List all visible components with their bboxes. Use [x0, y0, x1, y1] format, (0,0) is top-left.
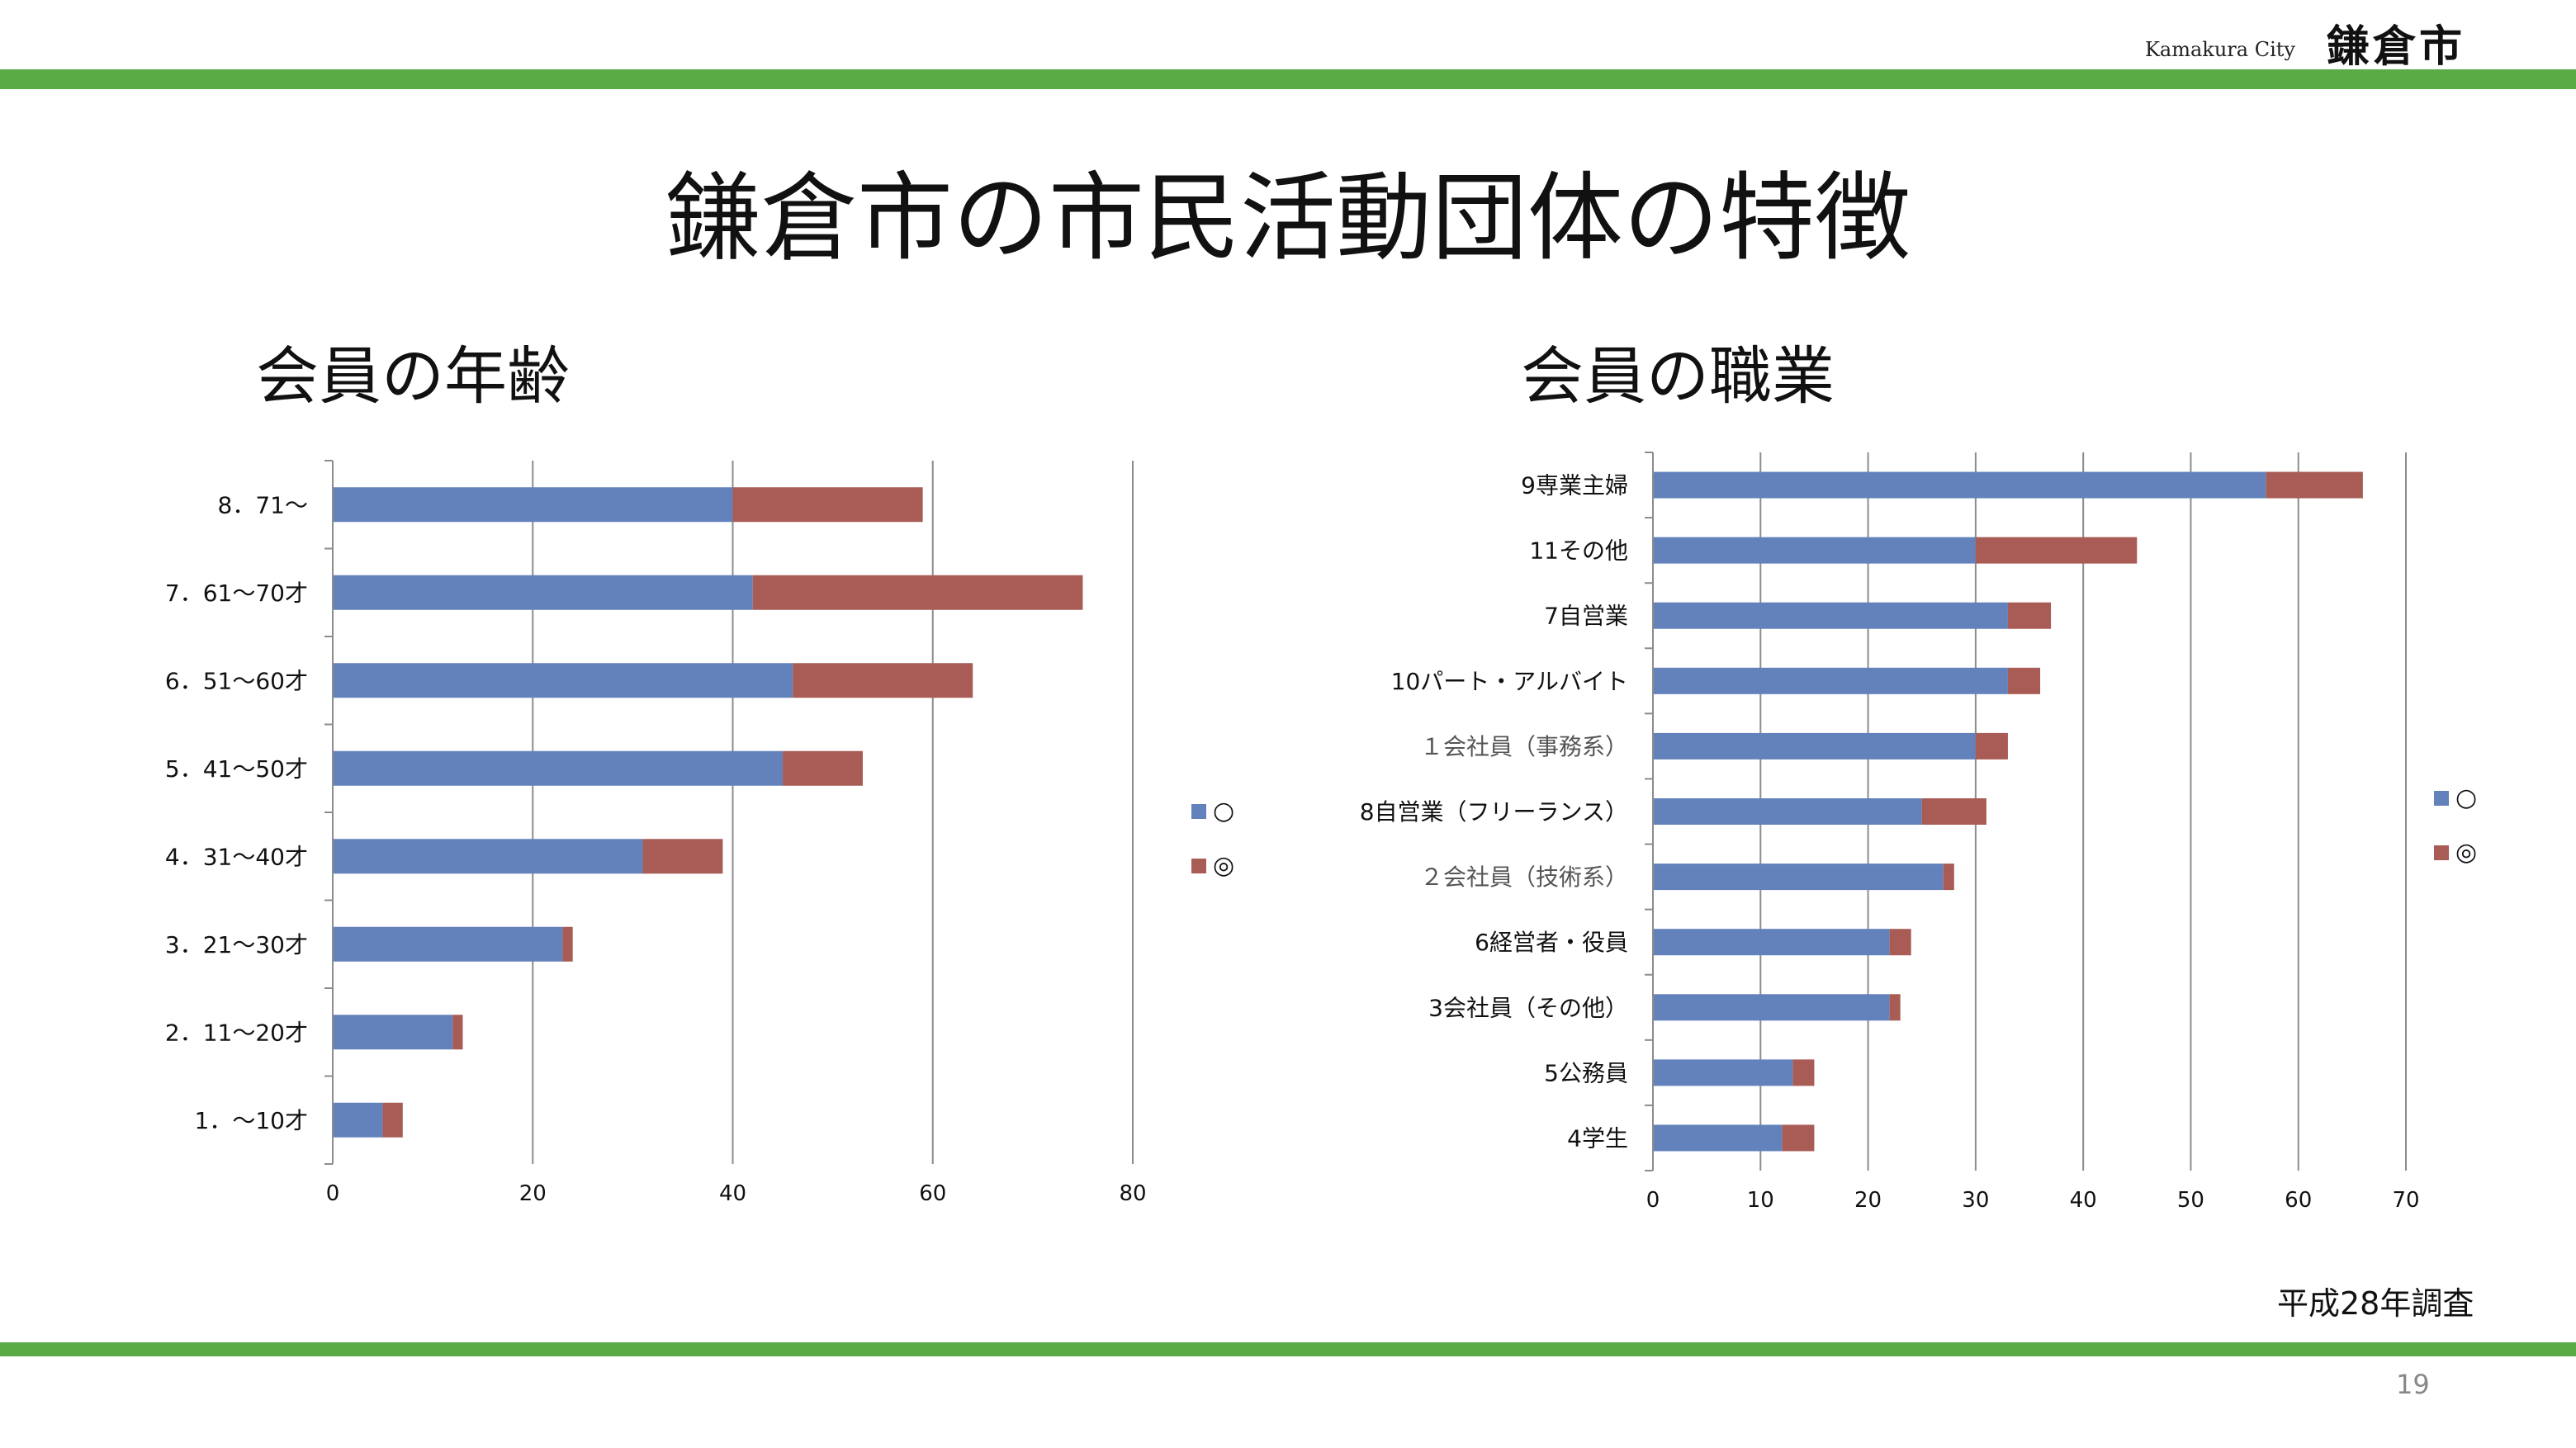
occupation-bar-circle: [1653, 537, 1976, 564]
age-category-label: 3．21～30才: [165, 931, 308, 958]
occupation-category-label: 3会社員（その他）: [1428, 994, 1628, 1021]
occupation-bar-circle: [1653, 602, 2008, 629]
occupation-bar-circle: [1653, 732, 1976, 759]
age-x-tick-label: 40: [719, 1181, 746, 1206]
occupation-bar-double: [1921, 798, 1986, 825]
age-bar-double: [382, 1102, 403, 1138]
occupation-bar-double: [2007, 667, 2041, 694]
top-green-band: [0, 69, 2576, 89]
age-x-tick-label: 60: [919, 1181, 946, 1206]
occupation-x-tick-label: 20: [1854, 1188, 1882, 1213]
occupation-x-tick-label: 50: [2177, 1188, 2204, 1213]
occupation-bar-circle: [1653, 1059, 1793, 1086]
page-number: 19: [2396, 1369, 2430, 1400]
age-bar-circle: [333, 750, 784, 786]
age-bar-circle: [333, 1015, 453, 1050]
age-category-label: 4．31～40才: [165, 843, 308, 870]
occupation-category-label: 8自営業（フリーランス）: [1360, 798, 1628, 826]
age-bar-circle: [333, 1102, 383, 1138]
occupation-chart: 0 10 20 30 40 50 60 70 9専業主婦 11その他 7自営業 10パート・アルバイト…: [1360, 452, 2477, 1213]
occupation-x-tick-label: 10: [1747, 1188, 1774, 1213]
occupation-bar-circle: [1653, 864, 1944, 891]
age-bar-circle: [333, 663, 793, 698]
occupation-bar-circle: [1653, 929, 1890, 956]
page-title: 鎌倉市の市民活動団体の特徴: [665, 163, 1911, 274]
occupation-bar-double: [1889, 994, 1901, 1021]
age-bar-double: [783, 750, 863, 786]
occupation-legend-swatch: [2434, 845, 2449, 860]
occupation-bar-double: [1782, 1124, 1815, 1152]
age-x-tick-label: 0: [326, 1181, 340, 1206]
age-bar-double: [562, 926, 573, 962]
age-legend-swatch: [1191, 804, 1206, 819]
age-category-label: 8．71～: [218, 491, 308, 518]
chart-title-occupation: 会員の職業: [1521, 339, 1835, 413]
age-chart: 0 20 40 60 80 8．71～ 7．61～70才 6．51～60才 5．41～50才 4．…: [165, 460, 1234, 1206]
occupation-category-label: 7自営業: [1544, 603, 1628, 630]
occupation-category-label: 10パート・アルバイト: [1391, 668, 1628, 695]
age-bar-circle: [333, 575, 753, 610]
age-category-label: 6．51～60才: [165, 667, 308, 694]
age-category-label: 5．41～50才: [165, 755, 308, 783]
occupation-bar-circle: [1653, 667, 2008, 694]
occupation-bar-double: [1975, 537, 2138, 564]
age-bar-circle: [333, 487, 733, 523]
occupation-category-label: 6経営者・役員: [1475, 929, 1628, 956]
occupation-bar-circle: [1653, 1124, 1783, 1152]
occupation-bar-double: [2266, 471, 2363, 499]
logo-city-name-en: Kamakura City: [2145, 38, 2295, 61]
occupation-x-tick-label: 40: [2070, 1188, 2097, 1213]
age-category-label: 7．61～70才: [165, 580, 308, 607]
occupation-category-label: 11その他: [1529, 537, 1628, 565]
occupation-legend-swatch: [2434, 791, 2449, 806]
age-x-tick-label: 20: [519, 1181, 547, 1206]
survey-note: 平成28年調査: [2277, 1285, 2474, 1322]
occupation-category-label: １会社員（事務系）: [1420, 733, 1628, 760]
age-legend-label: ◎: [1213, 851, 1234, 880]
age-bar-double: [642, 839, 723, 874]
bottom-green-band: [0, 1342, 2576, 1356]
age-bar-circle: [333, 839, 643, 874]
occupation-x-tick-label: 60: [2285, 1188, 2312, 1213]
age-bar-double: [732, 487, 923, 523]
chart-title-age: 会員の年齢: [256, 339, 570, 413]
occupation-legend-label: ○: [2455, 783, 2477, 812]
age-legend-label: ○: [1213, 797, 1234, 826]
occupation-bar-double: [1943, 864, 1954, 891]
occupation-bar-circle: [1653, 471, 2266, 499]
occupation-bar-circle: [1653, 994, 1890, 1021]
age-bar-double: [752, 575, 1083, 610]
occupation-x-tick-label: 0: [1646, 1188, 1660, 1213]
occupation-bar-circle: [1653, 798, 1922, 825]
logo-city-name-jp: 鎌倉市: [2327, 21, 2466, 72]
occupation-category-label: 5公務員: [1544, 1059, 1628, 1086]
age-x-tick-label: 80: [1119, 1181, 1146, 1206]
age-bar-double: [793, 663, 973, 698]
occupation-category-label: 4学生: [1567, 1124, 1628, 1152]
occupation-x-tick-label: 70: [2392, 1188, 2419, 1213]
occupation-bar-double: [1889, 929, 1911, 956]
occupation-legend-label: ◎: [2455, 838, 2477, 867]
occupation-x-tick-label: 30: [1962, 1188, 1989, 1213]
occupation-bar-double: [2007, 602, 2052, 629]
occupation-bar-double: [1792, 1059, 1815, 1086]
age-bar-double: [452, 1015, 463, 1050]
age-bar-circle: [333, 926, 563, 962]
age-category-label: 1．～10才: [195, 1107, 308, 1134]
occupation-category-label: 9専業主婦: [1521, 472, 1628, 499]
occupation-bar-double: [1975, 732, 2008, 759]
age-legend-swatch: [1191, 859, 1206, 873]
occupation-category-label: ２会社員（技術系）: [1420, 864, 1628, 891]
age-category-label: 2．11～20才: [165, 1019, 308, 1046]
